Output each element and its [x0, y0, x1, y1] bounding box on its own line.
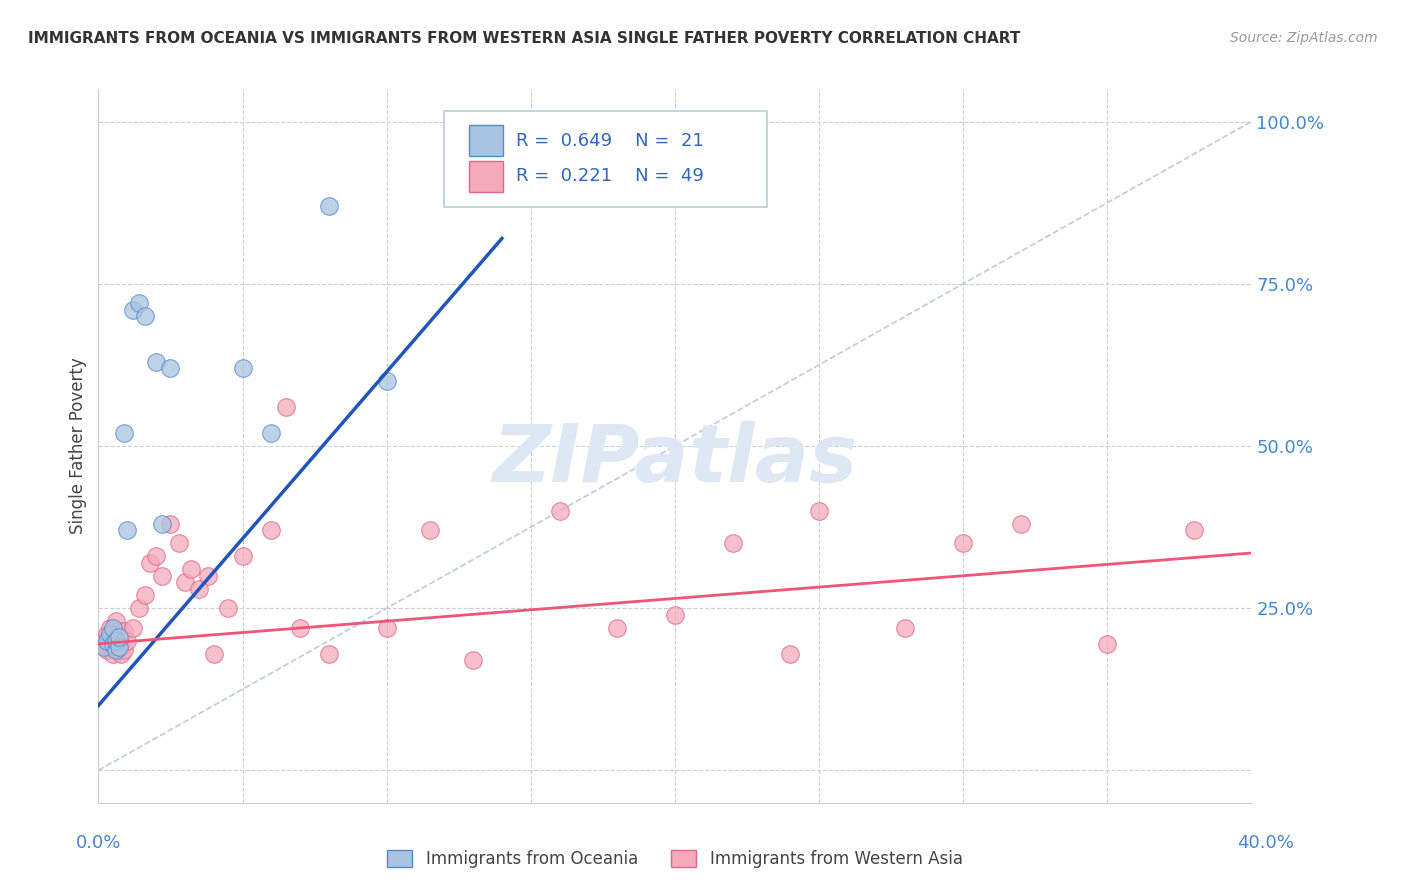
Point [1097, 637, 1119, 651]
Point [112, 643, 135, 657]
Point [96, 643, 118, 657]
Point [128, 601, 150, 615]
Point [145, 354, 167, 368]
Point [112, 624, 135, 638]
Point [93, 640, 115, 654]
Point [807, 504, 830, 518]
Point [128, 296, 150, 310]
Point [150, 516, 173, 531]
Point [110, 647, 132, 661]
Point [1182, 524, 1205, 538]
Point [318, 199, 340, 213]
Text: R =  0.649    N =  21: R = 0.649 N = 21 [516, 132, 703, 150]
Point [952, 536, 974, 550]
Text: ZIPatlas: ZIPatlas [492, 421, 858, 500]
Point [122, 302, 145, 317]
Point [104, 643, 127, 657]
Point [93, 633, 115, 648]
Point [180, 562, 202, 576]
Point [231, 361, 254, 376]
Point [96, 627, 118, 641]
FancyBboxPatch shape [468, 125, 503, 156]
Text: R =  0.221    N =  49: R = 0.221 N = 49 [516, 168, 703, 186]
Point [231, 549, 254, 564]
Point [104, 640, 127, 654]
Legend: Immigrants from Oceania, Immigrants from Western Asia: Immigrants from Oceania, Immigrants from… [381, 843, 969, 875]
Point [134, 588, 156, 602]
Point [779, 647, 801, 661]
Point [217, 601, 239, 615]
Point [1010, 516, 1032, 531]
Point [159, 516, 181, 531]
Point [98, 627, 121, 641]
Point [96, 633, 118, 648]
Point [139, 556, 162, 570]
Point [122, 621, 145, 635]
Point [98, 640, 121, 654]
Point [101, 637, 124, 651]
Text: IMMIGRANTS FROM OCEANIA VS IMMIGRANTS FROM WESTERN ASIA SINGLE FATHER POVERTY CO: IMMIGRANTS FROM OCEANIA VS IMMIGRANTS FR… [28, 31, 1021, 46]
Point [112, 425, 135, 440]
Point [461, 653, 484, 667]
Point [159, 361, 181, 376]
Point [107, 640, 129, 654]
Point [107, 631, 129, 645]
FancyBboxPatch shape [444, 111, 768, 207]
Point [150, 568, 173, 582]
Text: 40.0%: 40.0% [1237, 834, 1294, 852]
Point [548, 504, 571, 518]
Point [107, 624, 129, 638]
Point [104, 633, 127, 648]
Text: Source: ZipAtlas.com: Source: ZipAtlas.com [1230, 31, 1378, 45]
Point [98, 621, 121, 635]
Point [167, 536, 190, 550]
Point [202, 647, 225, 661]
Point [117, 524, 139, 538]
Point [419, 524, 441, 538]
Point [101, 621, 124, 635]
Point [90, 637, 112, 651]
Point [274, 400, 297, 414]
Point [290, 621, 312, 635]
Point [134, 310, 156, 324]
FancyBboxPatch shape [468, 161, 503, 192]
Point [375, 621, 398, 635]
Point [318, 647, 340, 661]
Point [107, 637, 129, 651]
Point [721, 536, 744, 550]
Point [101, 627, 124, 641]
Point [197, 568, 219, 582]
Point [117, 633, 139, 648]
Point [606, 621, 628, 635]
Point [104, 614, 127, 628]
Point [260, 524, 283, 538]
Point [188, 582, 211, 596]
Point [145, 549, 167, 564]
Point [260, 425, 283, 440]
Point [375, 374, 398, 388]
Y-axis label: Single Father Poverty: Single Father Poverty [69, 358, 87, 534]
Text: 0.0%: 0.0% [76, 834, 121, 852]
Point [174, 575, 197, 590]
Point [664, 607, 686, 622]
Point [101, 647, 124, 661]
Point [894, 621, 917, 635]
